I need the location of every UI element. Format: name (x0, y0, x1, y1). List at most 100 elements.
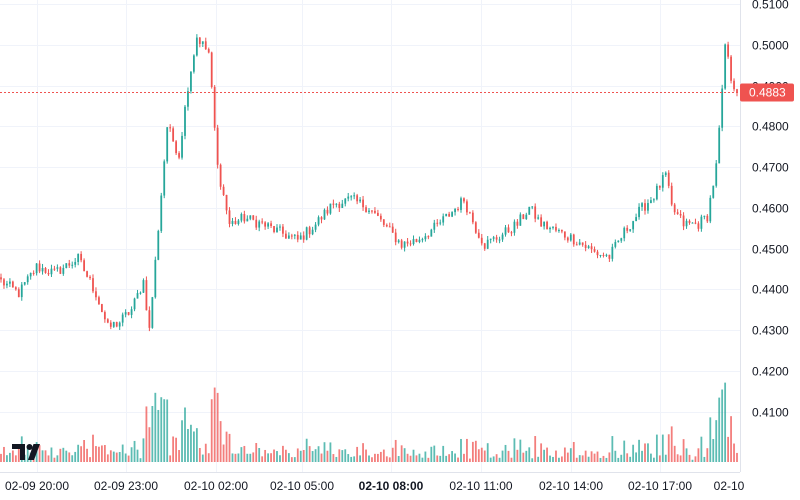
candle-body[interactable] (477, 232, 480, 238)
candle-body[interactable] (377, 212, 379, 216)
candle-body[interactable] (112, 322, 115, 327)
candle-body[interactable] (219, 164, 222, 187)
candle-body[interactable] (575, 244, 578, 246)
candle-body[interactable] (335, 203, 338, 205)
candle-body[interactable] (421, 239, 424, 241)
candle-body[interactable] (261, 221, 264, 223)
candle-body[interactable] (231, 220, 234, 224)
candle-body[interactable] (418, 239, 421, 243)
candle-body[interactable] (103, 312, 106, 320)
candle-body[interactable] (249, 215, 252, 219)
candle-body[interactable] (29, 272, 32, 277)
candle-body[interactable] (614, 241, 617, 247)
candle-body[interactable] (466, 201, 468, 213)
candle-body[interactable] (697, 223, 700, 229)
candle-body[interactable] (504, 227, 507, 235)
candle-body[interactable] (688, 220, 691, 223)
candle-body[interactable] (587, 246, 590, 249)
candle-body[interactable] (320, 217, 323, 220)
candle-body[interactable] (166, 127, 169, 162)
candle-body[interactable] (617, 240, 620, 242)
candle-body[interactable] (329, 203, 332, 214)
candle-body[interactable] (59, 267, 62, 274)
candle-body[interactable] (293, 234, 296, 236)
candle-body[interactable] (106, 319, 109, 323)
candle-body[interactable] (353, 195, 356, 197)
candle-body[interactable] (130, 309, 133, 315)
candle-body[interactable] (311, 229, 314, 235)
candle-body[interactable] (525, 214, 528, 220)
candle-body[interactable] (350, 196, 353, 198)
candle-body[interactable] (379, 215, 382, 220)
time-axis[interactable]: 02-09 20:00 02-09 23:00 02-10 02:00 02-10 0… (5, 479, 745, 493)
candle-body[interactable] (95, 291, 97, 298)
candle-body[interactable] (563, 231, 566, 238)
candle-body[interactable] (178, 153, 180, 158)
candle-body[interactable] (77, 253, 80, 262)
candle-body[interactable] (549, 227, 551, 230)
candle-body[interactable] (569, 234, 572, 241)
candle-body[interactable] (584, 244, 587, 249)
candle-body[interactable] (264, 222, 267, 227)
candle-body[interactable] (80, 253, 83, 261)
candle-body[interactable] (371, 210, 373, 212)
candle-body[interactable] (715, 163, 718, 186)
candle-body[interactable] (531, 206, 534, 208)
candle-body[interactable] (142, 280, 145, 293)
candle-body[interactable] (26, 276, 29, 283)
candle-body[interactable] (469, 212, 471, 214)
candle-body[interactable] (204, 41, 207, 50)
candle-body[interactable] (403, 241, 406, 248)
candle-body[interactable] (279, 226, 281, 228)
candle-body[interactable] (3, 279, 5, 286)
candle-body[interactable] (718, 127, 721, 164)
candle-body[interactable] (543, 221, 545, 227)
candle-body[interactable] (712, 185, 715, 198)
candle-body[interactable] (667, 172, 670, 186)
candle-body[interactable] (394, 232, 397, 243)
candle-body[interactable] (611, 246, 614, 259)
candle-body[interactable] (650, 200, 652, 204)
candle-body[interactable] (326, 209, 329, 214)
candle-body[interactable] (724, 44, 727, 89)
candle-body[interactable] (368, 210, 370, 213)
candle-body[interactable] (572, 234, 575, 245)
candle-body[interactable] (510, 232, 513, 234)
candle-body[interactable] (454, 209, 456, 213)
candle-body[interactable] (184, 106, 186, 136)
candle-body[interactable] (374, 210, 376, 213)
candle-body[interactable] (68, 263, 71, 266)
candle-body[interactable] (347, 196, 350, 199)
candle-body[interactable] (555, 226, 557, 231)
candle-body[interactable] (302, 235, 305, 240)
candle-body[interactable] (228, 210, 231, 224)
candle-body[interactable] (655, 185, 658, 200)
candle-body[interactable] (676, 212, 679, 214)
candle-body[interactable] (35, 263, 38, 274)
candle-body[interactable] (101, 304, 103, 313)
candle-body[interactable] (730, 56, 732, 81)
candle-body[interactable] (356, 195, 359, 202)
candle-body[interactable] (181, 135, 183, 158)
candle-body[interactable] (736, 89, 738, 93)
candle-body[interactable] (495, 237, 498, 240)
candle-body[interactable] (400, 240, 403, 248)
candle-body[interactable] (273, 226, 275, 232)
candle-body[interactable] (593, 249, 596, 252)
candle-body[interactable] (670, 185, 673, 205)
candle-body[interactable] (703, 215, 706, 217)
candle-body[interactable] (124, 312, 127, 315)
candle-body[interactable] (23, 282, 26, 285)
candle-body[interactable] (195, 37, 198, 56)
candle-body[interactable] (118, 322, 121, 327)
candle-body[interactable] (121, 314, 124, 323)
candle-body[interactable] (6, 283, 8, 286)
candle-body[interactable] (492, 237, 495, 239)
candle-body[interactable] (451, 212, 453, 217)
candle-body[interactable] (50, 268, 53, 275)
candle-body[interactable] (53, 268, 56, 270)
candle-body[interactable] (540, 217, 543, 227)
candle-body[interactable] (424, 236, 427, 240)
candle-body[interactable] (620, 238, 623, 241)
